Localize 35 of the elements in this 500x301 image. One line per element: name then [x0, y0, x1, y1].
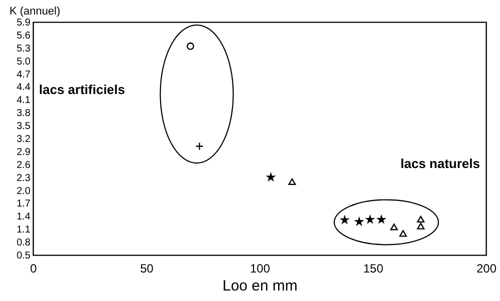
- y-tick-label: 4.1: [16, 95, 31, 106]
- annotation: lacs artificiels: [39, 82, 125, 97]
- x-tick-label: 50: [140, 262, 154, 276]
- x-tick-label: 150: [363, 262, 384, 276]
- point: [390, 224, 398, 230]
- y-tick-label: 2.0: [16, 186, 31, 197]
- y-tick-label: 1.7: [16, 198, 31, 210]
- y-tick-label: 0.8: [16, 238, 31, 249]
- annotation: lacs naturels: [400, 156, 480, 171]
- point: [186, 42, 194, 50]
- y-tick-label: 0.5: [16, 250, 31, 262]
- y-tick-label: 5.3: [16, 43, 31, 54]
- x-tick-label: 0: [30, 262, 38, 276]
- y-tick-label: 4.7: [16, 69, 31, 80]
- point: [288, 178, 296, 185]
- y-tick-label: 2.3: [16, 172, 31, 184]
- y-tick-label: 2.6: [16, 160, 31, 171]
- y-tick-label: 2.9: [16, 146, 31, 158]
- x-tick-label: 200: [476, 262, 497, 276]
- y-tick-label: 4.4: [16, 82, 31, 94]
- y-tick-label: 5.0: [16, 56, 31, 68]
- y-tick-label: 1.1: [16, 224, 31, 236]
- y-tick-label: 1.4: [16, 212, 31, 223]
- y-tick-label: 3.2: [16, 134, 31, 145]
- point: [417, 216, 425, 223]
- y-axis-title: K (annuel): [10, 6, 60, 18]
- y-tick-label: 5.9: [16, 18, 31, 28]
- point: [417, 222, 425, 230]
- y-tick-label: 5.6: [16, 30, 31, 42]
- x-axis-title: Loo en mm: [222, 278, 298, 294]
- x-tick-label: 100: [250, 262, 270, 276]
- y-tick-label: 3.8: [16, 108, 31, 120]
- y-tick-label: 3.5: [16, 121, 31, 132]
- point: [195, 142, 204, 150]
- point: [399, 230, 407, 237]
